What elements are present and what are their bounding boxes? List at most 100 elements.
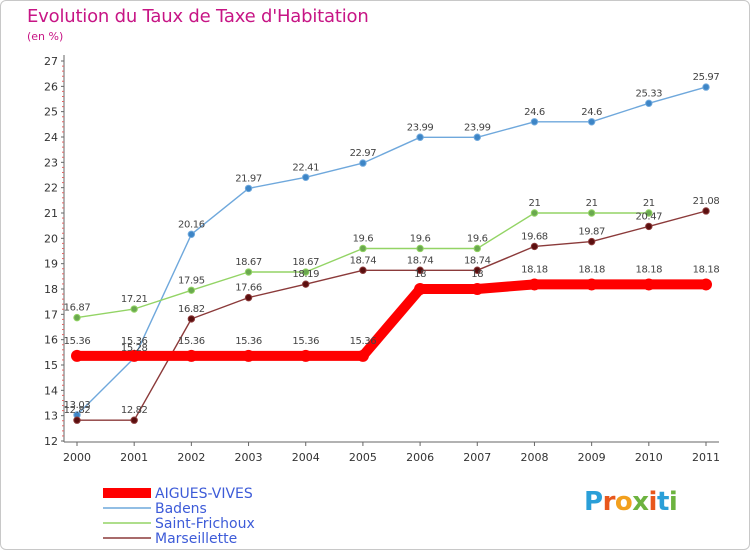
data-label-saint-frichoux: 19.6 <box>467 233 488 244</box>
data-label-marseillette: 19.68 <box>521 231 548 242</box>
data-point-aigues-vives <box>528 278 541 291</box>
data-point-marseillette <box>244 293 253 302</box>
data-point-marseillette <box>187 315 196 323</box>
data-point-aigues-vives <box>185 349 198 362</box>
y-tick-label: 20 <box>44 232 58 245</box>
x-tick-label: 2009 <box>578 451 606 464</box>
data-point-aigues-vives <box>299 349 312 362</box>
data-label-aigues-vives: 18 <box>414 269 426 280</box>
data-label-saint-frichoux: 17.95 <box>178 275 205 286</box>
data-label-aigues-vives: 15.36 <box>178 336 205 347</box>
data-point-aigues-vives <box>585 278 598 291</box>
x-tick-label: 2003 <box>235 451 263 464</box>
y-tick-label: 25 <box>44 106 58 119</box>
x-tick-label: 2011 <box>692 451 720 464</box>
data-label-saint-frichoux: 21 <box>528 198 540 209</box>
proxiti-logo: Proxiti <box>584 487 678 517</box>
data-label-saint-frichoux: 21 <box>643 198 655 209</box>
data-label-marseillette: 18.74 <box>350 255 377 266</box>
data-point-saint-frichoux <box>473 244 481 253</box>
data-point-marseillette <box>645 222 653 231</box>
x-tick-label: 2002 <box>177 451 205 464</box>
x-tick-label: 2007 <box>463 451 491 464</box>
chart-subtitle: (en %) <box>27 30 64 43</box>
y-tick-label: 17 <box>44 308 58 321</box>
data-point-saint-frichoux <box>416 244 424 253</box>
data-label-badens: 23.99 <box>407 122 434 133</box>
data-label-saint-frichoux: 21 <box>586 198 598 209</box>
data-label-aigues-vives: 15.36 <box>292 336 319 347</box>
data-point-badens <box>587 118 596 126</box>
data-point-aigues-vives <box>414 283 427 295</box>
y-tick-label: 21 <box>44 207 58 220</box>
logo-letter: r <box>602 487 616 517</box>
data-point-aigues-vives <box>356 349 369 362</box>
data-label-marseillette: 18.19 <box>292 269 319 280</box>
logo-letter: i <box>648 487 658 517</box>
data-label-marseillette: 16.82 <box>178 304 205 315</box>
legend-label-saint-frichoux: Saint-Frichoux <box>155 516 255 532</box>
data-point-marseillette <box>73 416 81 424</box>
data-point-saint-frichoux <box>244 268 253 276</box>
data-label-aigues-vives: 15.36 <box>235 336 262 347</box>
data-label-marseillette: 21.08 <box>693 196 720 207</box>
data-label-aigues-vives: 15.36 <box>64 336 91 347</box>
data-point-badens <box>645 99 653 108</box>
y-tick-label: 15 <box>44 359 58 372</box>
data-point-marseillette <box>302 280 310 288</box>
data-label-aigues-vives: 18.18 <box>578 264 605 275</box>
series-line-aigues-vives <box>72 279 711 361</box>
legend-label-marseillette: Marseillette <box>155 531 237 547</box>
data-label-saint-frichoux: 18.67 <box>235 257 262 268</box>
data-point-saint-frichoux <box>130 305 138 313</box>
data-label-marseillette: 17.66 <box>235 283 262 294</box>
data-point-saint-frichoux <box>587 209 596 217</box>
data-label-badens: 21.97 <box>235 173 262 184</box>
data-label-aigues-vives: 18.18 <box>693 264 720 275</box>
x-tick-label: 2004 <box>292 451 320 464</box>
data-label-badens: 24.6 <box>524 107 545 118</box>
logo-letter: x <box>632 487 649 517</box>
data-label-saint-frichoux: 19.6 <box>410 233 431 244</box>
y-tick-label: 23 <box>44 156 58 169</box>
logo-letter: P <box>584 487 603 517</box>
data-point-badens <box>187 230 196 238</box>
data-point-aigues-vives <box>471 283 484 295</box>
y-tick-label: 24 <box>44 131 58 144</box>
data-point-badens <box>702 83 710 91</box>
y-tick-label: 12 <box>44 435 58 448</box>
data-point-aigues-vives <box>700 278 712 291</box>
x-tick-label: 2005 <box>349 451 377 464</box>
data-point-badens <box>244 184 253 193</box>
data-label-marseillette: 18.74 <box>407 255 434 266</box>
data-point-aigues-vives <box>642 278 655 291</box>
data-label-saint-frichoux: 19.6 <box>353 233 374 244</box>
legend-label-badens: Badens <box>155 501 207 517</box>
data-label-badens: 24.6 <box>581 107 602 118</box>
data-point-marseillette <box>416 266 424 274</box>
data-label-aigues-vives: 15.36 <box>350 336 377 347</box>
data-label-badens: 20.16 <box>178 219 205 230</box>
data-label-badens: 25.33 <box>635 88 662 99</box>
data-point-saint-frichoux <box>302 268 310 276</box>
data-label-saint-frichoux: 18.67 <box>292 257 319 268</box>
x-tick-label: 2001 <box>120 451 148 464</box>
data-label-saint-frichoux: 17.21 <box>121 294 148 305</box>
logo-letter: i <box>668 487 678 517</box>
y-tick-label: 26 <box>44 80 58 93</box>
data-point-aigues-vives <box>71 349 83 362</box>
logo-letter: o <box>614 487 633 517</box>
logo-letter: t <box>656 487 669 517</box>
x-tick-label: 2000 <box>63 451 91 464</box>
data-point-badens <box>359 159 367 167</box>
y-tick-label: 22 <box>44 182 58 195</box>
y-tick-label: 16 <box>44 334 58 347</box>
data-point-badens <box>473 133 481 141</box>
data-label-badens: 13.03 <box>64 400 91 411</box>
data-label-aigues-vives: 18.18 <box>521 264 548 275</box>
y-tick-label: 27 <box>44 55 58 68</box>
chart-title: Evolution du Taux de Taxe d'Habitation <box>27 6 369 27</box>
data-point-aigues-vives <box>242 349 255 362</box>
x-tick-label: 2008 <box>520 451 548 464</box>
